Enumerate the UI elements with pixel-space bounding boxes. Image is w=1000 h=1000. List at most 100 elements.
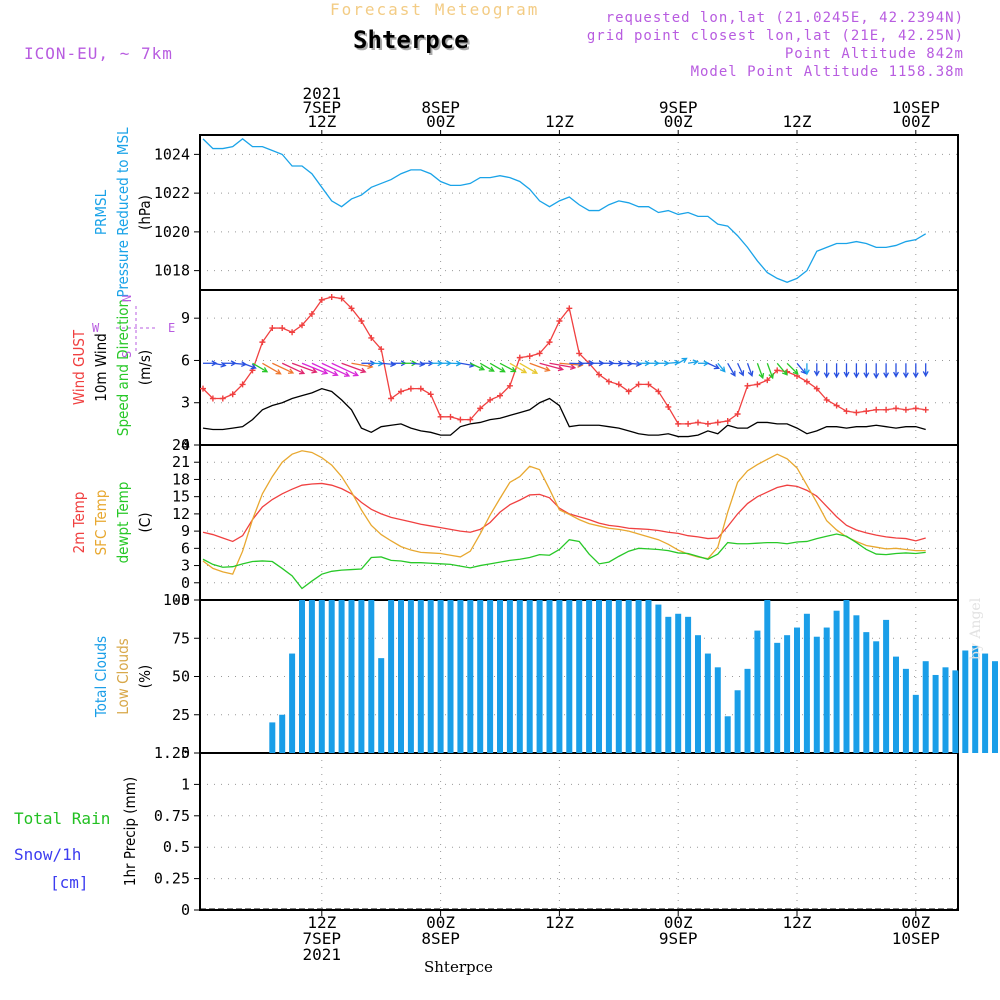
cloud-total-bar — [566, 600, 573, 753]
wind-speed-line — [202, 387, 926, 438]
wind-arrow — [796, 362, 807, 375]
y-axis-label: dewpt Temp — [114, 482, 132, 564]
y-tick-label: 75 — [172, 629, 190, 647]
wind-arrow — [756, 363, 765, 380]
gust-point — [665, 403, 672, 410]
wind-arrow — [430, 360, 444, 367]
y-axis-label: (%) — [136, 665, 154, 688]
cloud-total-bar — [596, 600, 602, 753]
cloud-total-bar — [378, 658, 385, 753]
y-axis-label: Low Clouds — [114, 638, 132, 714]
y-tick-label: 0 — [181, 901, 190, 919]
cloud-total-bar — [407, 600, 414, 753]
gust-point — [625, 388, 632, 395]
gust-point — [427, 391, 434, 398]
gust-point — [516, 354, 523, 361]
cloud-total-bar — [744, 668, 751, 753]
wind-arrow — [922, 363, 929, 378]
wind-arrow — [912, 363, 919, 379]
cloud-total-bar — [586, 600, 593, 753]
cloud-total-bar — [388, 600, 395, 753]
gust-point — [279, 325, 286, 332]
y-tick-label: 1022 — [154, 184, 190, 202]
cloud-total-bar — [962, 650, 969, 753]
time-label-bottom: 12Z — [545, 913, 574, 932]
wind-arrow — [648, 360, 661, 367]
cloud-total-bar — [982, 653, 989, 753]
cloud-total-bar — [952, 670, 959, 753]
wind-arrow — [727, 362, 736, 377]
gust-point — [695, 419, 701, 426]
gust-point — [447, 413, 454, 420]
gust-point — [635, 381, 642, 388]
cloud-total-bar — [754, 630, 761, 753]
cloud-total-bar — [902, 668, 909, 753]
y-tick-label: 0.5 — [163, 838, 190, 856]
cloud-total-bar — [665, 616, 672, 753]
gust-point — [645, 381, 652, 388]
cloud-total-bar — [398, 600, 404, 753]
y-tick-label: 25 — [172, 706, 190, 724]
wind-arrow — [519, 362, 539, 374]
cloud-total-bar — [833, 610, 840, 753]
y-axis-label: (hPa) — [136, 195, 154, 230]
cloud-total-bar — [912, 694, 919, 753]
wind-arrow — [351, 362, 374, 370]
gust-point — [536, 350, 543, 357]
time-label-bottom: 7SEP — [303, 929, 342, 948]
cloud-total-bar — [764, 600, 771, 753]
time-label-top: 8SEP — [421, 98, 460, 117]
gust-point — [289, 329, 296, 336]
y-tick-label: 12 — [172, 505, 190, 523]
wind-arrow — [272, 362, 295, 374]
wind-arrow — [460, 362, 476, 368]
cloud-total-bar — [417, 600, 424, 753]
cloud-total-bar — [922, 661, 929, 753]
cloud-total-bar — [813, 636, 820, 753]
gust-point — [615, 381, 622, 388]
wind-arrow — [410, 361, 426, 368]
gust-point — [714, 419, 721, 426]
wind-arrow — [668, 359, 681, 366]
gust-point — [566, 305, 573, 312]
wind-arrow — [549, 362, 577, 370]
cloud-total-bar — [556, 600, 563, 753]
time-label-top: 12Z — [783, 112, 812, 131]
time-label-bottom: 00Z — [664, 913, 693, 932]
time-label-top: 00Z — [426, 112, 455, 131]
temp-2m-line — [202, 482, 926, 543]
wind-arrow — [301, 362, 329, 375]
wind-arrow — [786, 362, 799, 375]
gust-point — [398, 388, 404, 395]
cloud-total-bar — [823, 627, 830, 753]
gust-point — [893, 405, 899, 412]
cloud-total-bar — [536, 600, 543, 753]
gust-point — [318, 296, 325, 303]
gust-point — [724, 418, 731, 425]
y-tick-label: 6 — [181, 539, 190, 557]
gust-point — [873, 406, 880, 413]
time-label-top: 9SEP — [659, 98, 698, 117]
wind-arrow — [281, 362, 306, 375]
cloud-total-bar — [615, 600, 622, 753]
gust-point — [299, 322, 305, 329]
gust-point — [704, 420, 711, 427]
cloud-total-bar — [803, 613, 810, 753]
y-tick-label: 3 — [181, 394, 190, 412]
gust-point — [843, 408, 850, 415]
gust-point — [200, 385, 206, 392]
cloud-total-bar — [734, 690, 741, 753]
compass-s: S — [120, 351, 134, 358]
chart-title: Forecast Meteogram — [330, 0, 540, 19]
gust-point — [833, 402, 840, 409]
panel-precip: 0 0.25 0.5 0.75 1 1.25 1hr Precip (mm) — [121, 744, 959, 919]
cloud-total-bar — [447, 600, 454, 753]
y-tick-label: 9 — [181, 309, 190, 327]
gust-point — [596, 371, 602, 378]
gust-point — [259, 339, 266, 346]
gust-point — [675, 420, 682, 427]
gust-point — [754, 381, 761, 388]
precip-legend-label: Snow/1h — [14, 845, 81, 864]
cloud-total-bar — [863, 632, 870, 753]
